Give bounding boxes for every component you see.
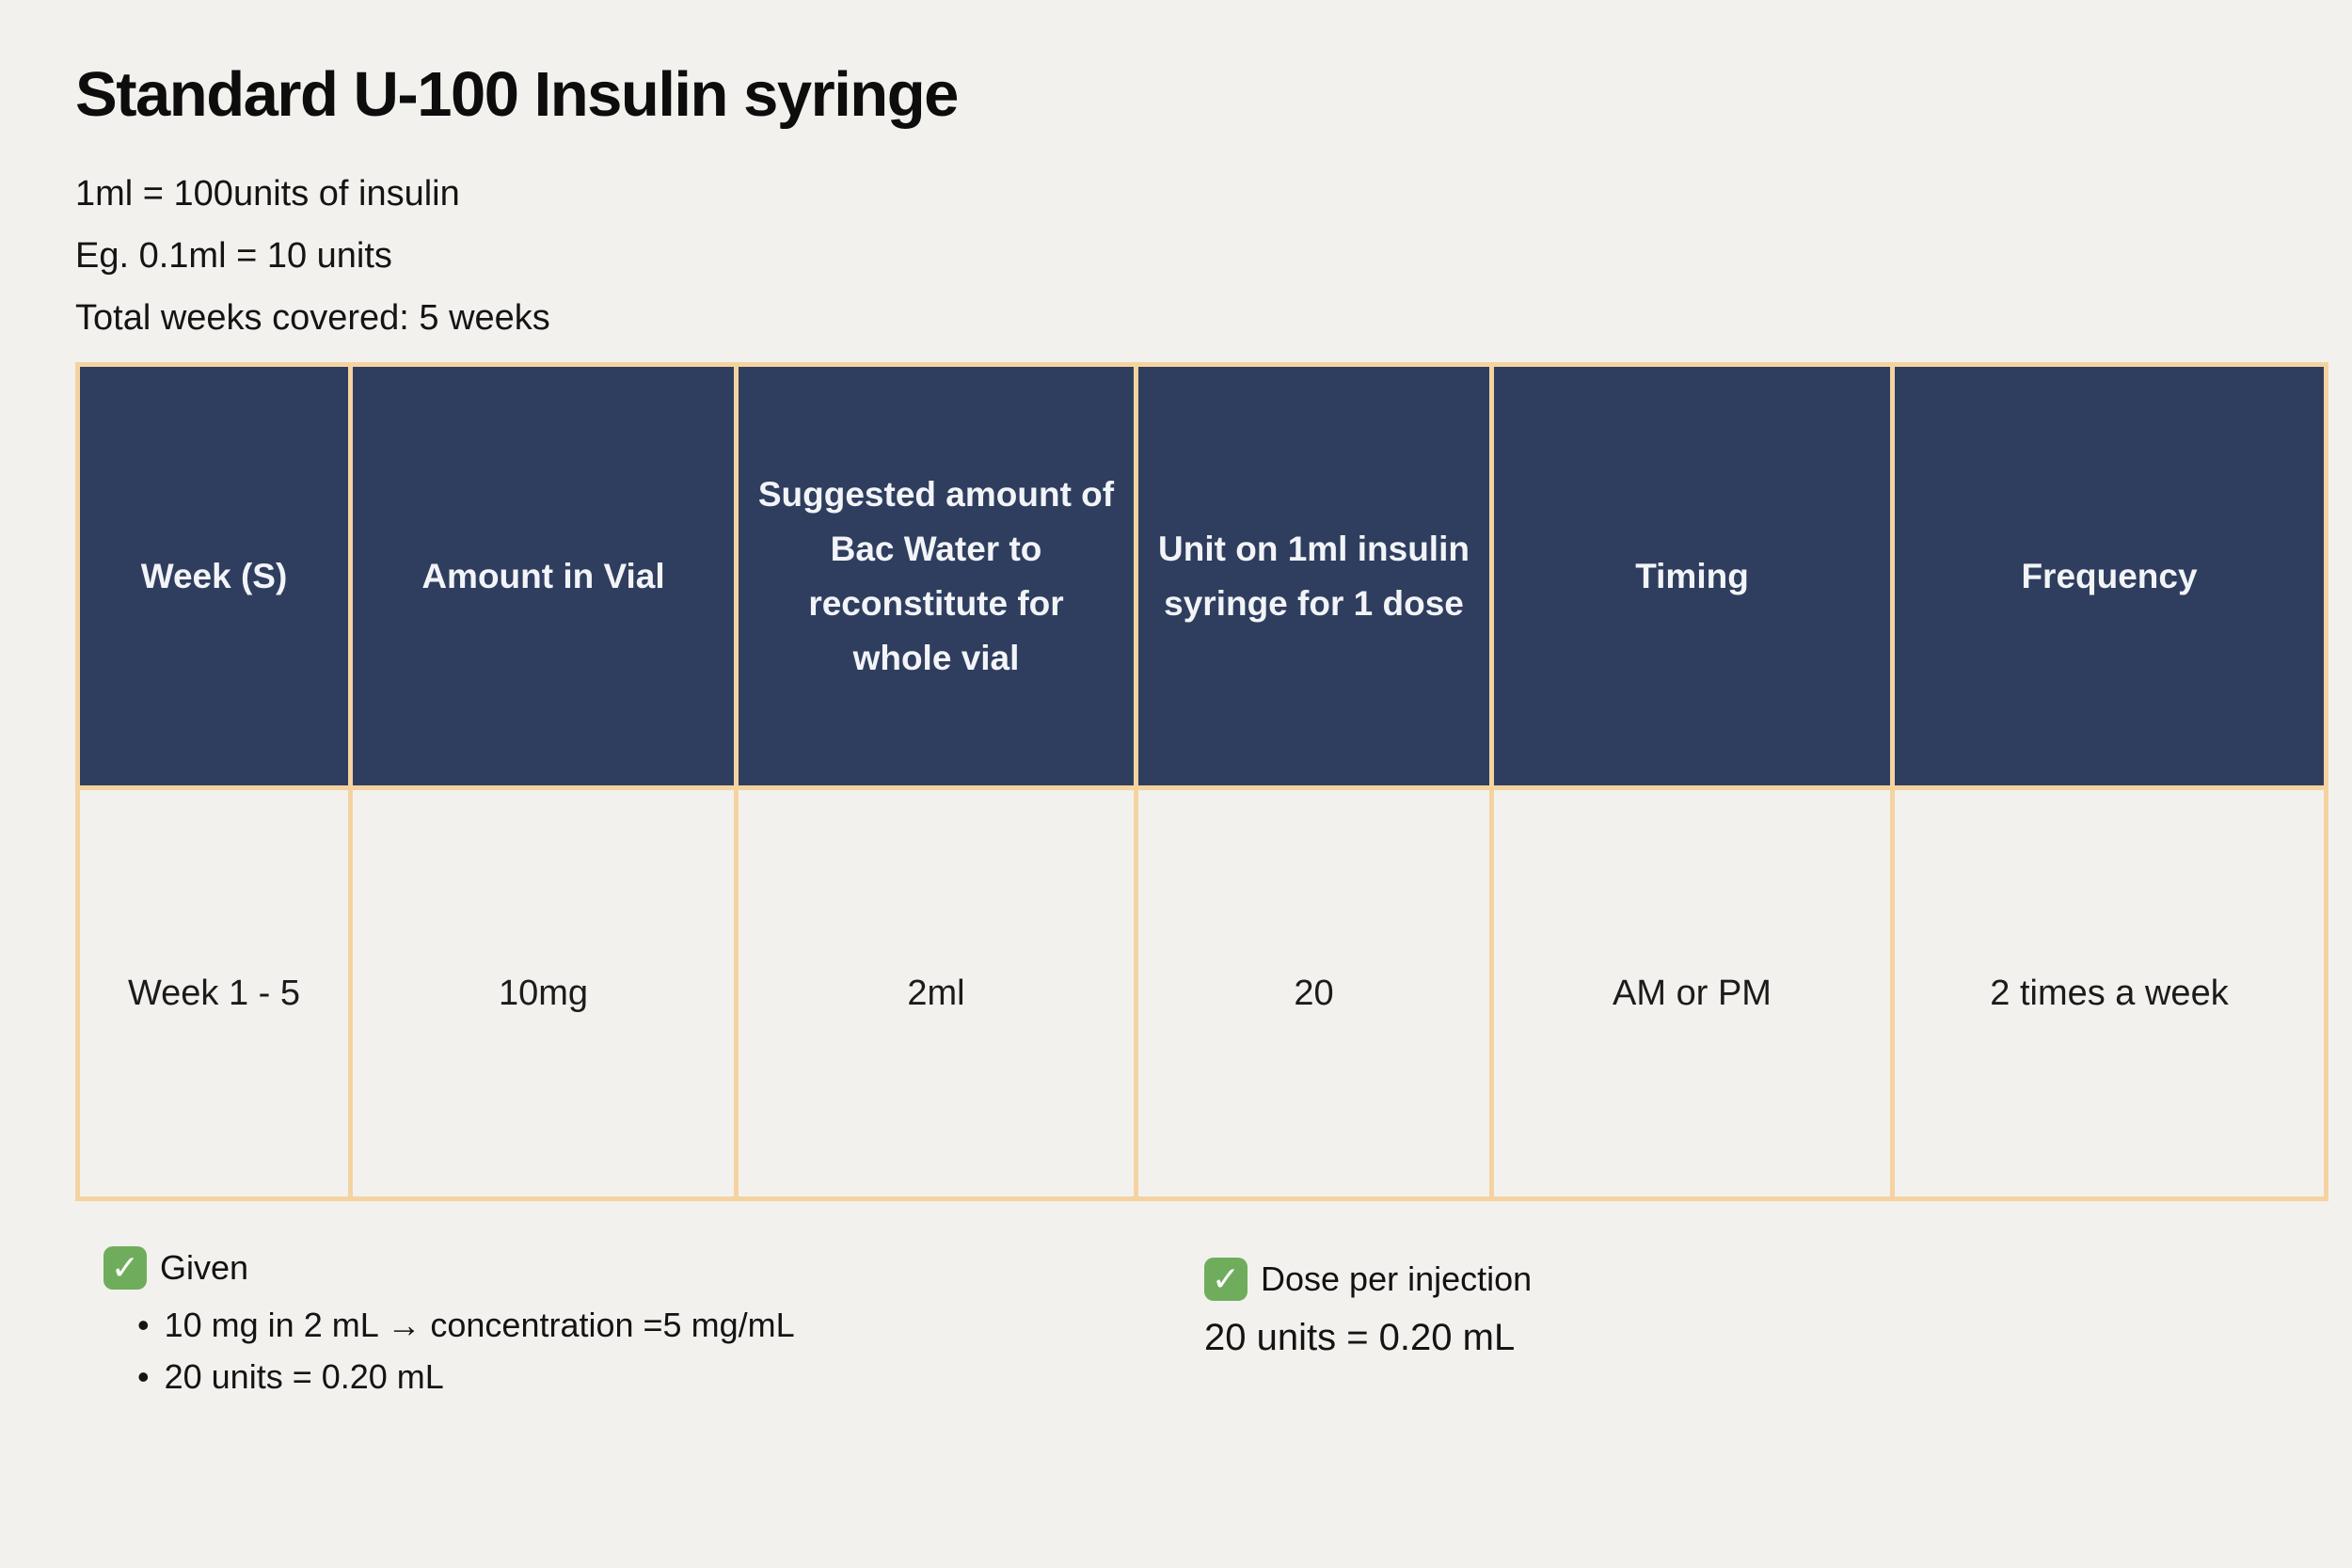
column-header-bac-water: Suggested amount of Bac Water to reconst… [734,362,1138,790]
notes-section: Given 10 mg in 2 mL → concentration =5 m… [75,1246,2324,1402]
column-header-amount-in-vial: Amount in Vial [348,362,739,790]
note-given-label: Given [160,1248,249,1287]
note-given-bullet-concentration: 10 mg in 2 mL → concentration =5 mg/mL [137,1299,2324,1351]
note-dose-label: Dose per injection [1261,1259,1533,1298]
cell-frequency: 2 times a week [1890,785,2328,1201]
table-header-row: Week (S) Amount in Vial Suggested amount… [75,362,2328,790]
note-dose-value: 20 units = 0.20 mL [1204,1317,1516,1358]
subtitle-total-weeks: Total weeks covered: 5 weeks [75,298,550,338]
page-title: Standard U-100 Insulin syringe [75,59,959,130]
note-dose-header: Dose per injection [1204,1258,1532,1301]
note-given-bullets: 10 mg in 2 mL → concentration =5 mg/mL 2… [103,1299,2324,1402]
cell-bac-water: 2ml [734,785,1138,1201]
cell-timing: AM or PM [1489,785,1895,1201]
column-header-week: Week (S) [75,362,353,790]
cell-amount-in-vial: 10mg [348,785,739,1201]
check-mark-icon [1204,1258,1248,1301]
dosing-table: Week (S) Amount in Vial Suggested amount… [75,362,2328,1201]
subtitle-example: Eg. 0.1ml = 10 units [75,236,392,276]
check-mark-icon [103,1246,147,1290]
subtitle-conversion: 1ml = 100units of insulin [75,174,460,214]
note-given-header: Given [103,1246,2324,1290]
column-header-unit-per-dose: Unit on 1ml insulin syringe for 1 dose [1134,362,1494,790]
cell-week-range: Week 1 - 5 [75,785,353,1201]
cell-units-per-dose: 20 [1134,785,1494,1201]
note-given: Given 10 mg in 2 mL → concentration =5 m… [103,1246,2324,1402]
note-given-bullet-units: 20 units = 0.20 mL [137,1351,2324,1402]
column-header-frequency: Frequency [1890,362,2328,790]
note-dose-per-injection: Dose per injection 20 units = 0.20 mL [1204,1258,1532,1364]
subtitle-block: 1ml = 100units of insulin Eg. 0.1ml = 10… [75,163,2324,349]
column-header-timing: Timing [1489,362,1895,790]
page-content: Standard U-100 Insulin syringe 1ml = 100… [0,0,2352,1402]
table-row: Week 1 - 5 10mg 2ml 20 AM or PM 2 times … [75,785,2328,1201]
